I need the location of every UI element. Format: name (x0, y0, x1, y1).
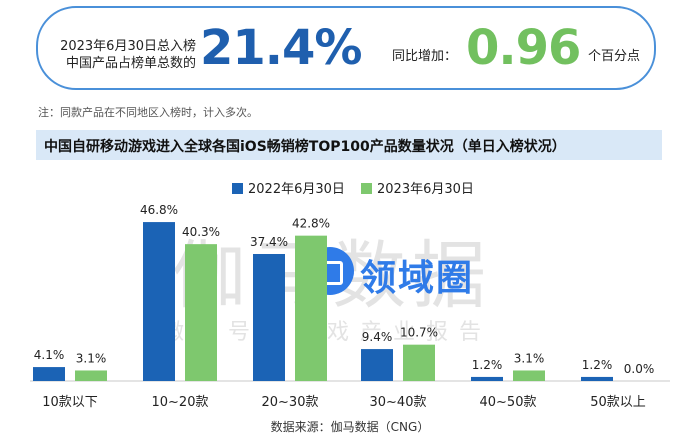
bar-2022-3 (361, 349, 393, 381)
category-label-2: 20~30款 (262, 395, 319, 410)
data-label-2022-2: 37.4% (250, 235, 288, 249)
legend-swatch-2022 (232, 183, 243, 194)
bar-2022-5 (581, 376, 613, 381)
bar-2022-0 (33, 367, 65, 381)
category-label-1: 10~20款 (152, 395, 209, 410)
china-share-value: 21.4% (200, 20, 363, 76)
chart-title: 中国自研移动游戏进入全球各国iOS畅销榜TOP100产品数量状况（单日入榜状况） (44, 139, 566, 155)
data-label-2023-5: 0.0% (624, 362, 655, 376)
chart-title-bar: 中国自研移动游戏进入全球各国iOS畅销榜TOP100产品数量状况（单日入榜状况） (36, 130, 662, 160)
bar-2023-3 (403, 344, 435, 381)
category-label-0: 10款以下 (42, 395, 98, 410)
legend-swatch-2023 (361, 183, 372, 194)
logo-text: 领域圈 (360, 258, 475, 299)
data-label-2022-0: 4.1% (34, 348, 65, 362)
footnote: 注：同款产品在不同地区入榜时，计入多次。 (38, 106, 258, 119)
category-label-4: 40~50款 (480, 395, 537, 410)
data-source: 数据来源：伽马数据（CNG） (270, 420, 430, 434)
bar-2022-4 (471, 376, 503, 381)
yoy-increase-value: 0.96 (466, 20, 581, 76)
data-label-2023-1: 40.3% (182, 225, 220, 239)
legend-item-2022: 2022年6月30日 (232, 178, 345, 197)
category-label-3: 30~40款 (370, 395, 427, 410)
data-label-2022-4: 1.2% (472, 358, 503, 372)
summary-label-line2: 中国产品占榜单总数的 (65, 56, 196, 71)
legend-label-2023: 2023年6月30日 (377, 182, 474, 197)
data-label-2023-0: 3.1% (76, 351, 107, 365)
summary-label-line1: 2023年6月30日总入榜 (60, 39, 196, 54)
yoy-increase-unit: 个百分点 (588, 49, 641, 64)
data-label-2023-3: 10.7% (400, 326, 438, 340)
yoy-increase-label: 同比增加： (392, 49, 458, 64)
bar-2023-4 (513, 370, 545, 381)
bar-2023-2 (295, 235, 327, 381)
legend-label-2022: 2022年6月30日 (248, 182, 345, 197)
bar-2022-2 (253, 253, 285, 381)
data-label-2023-2: 42.8% (292, 217, 330, 231)
category-label-5: 50款以上 (590, 395, 646, 410)
data-label-2022-1: 46.8% (140, 203, 178, 217)
bar-2023-1 (185, 244, 217, 381)
legend-item-2023: 2023年6月30日 (361, 178, 474, 197)
summary-box (36, 6, 656, 90)
data-label-2022-5: 1.2% (582, 358, 613, 372)
bar-2023-0 (75, 370, 107, 381)
data-label-2023-4: 3.1% (514, 351, 545, 365)
data-label-2022-3: 9.4% (362, 330, 393, 344)
bar-2022-1 (143, 222, 175, 381)
